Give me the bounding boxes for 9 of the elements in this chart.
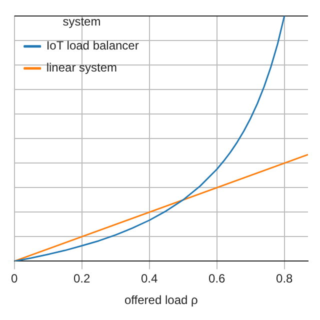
x-tick-label: 0 — [10, 272, 18, 286]
x-tick-label: 0.8 — [276, 272, 294, 286]
x-tick-label: 0.2 — [74, 272, 91, 286]
legend-title: system — [62, 14, 101, 28]
x-tick-label: 0.6 — [208, 272, 226, 286]
x-tick-label: 0.4 — [141, 272, 158, 286]
legend-label: linear system — [46, 60, 118, 75]
x-axis-title: offered load ρ — [124, 293, 198, 308]
legend-label: IoT load balancer — [46, 38, 139, 53]
